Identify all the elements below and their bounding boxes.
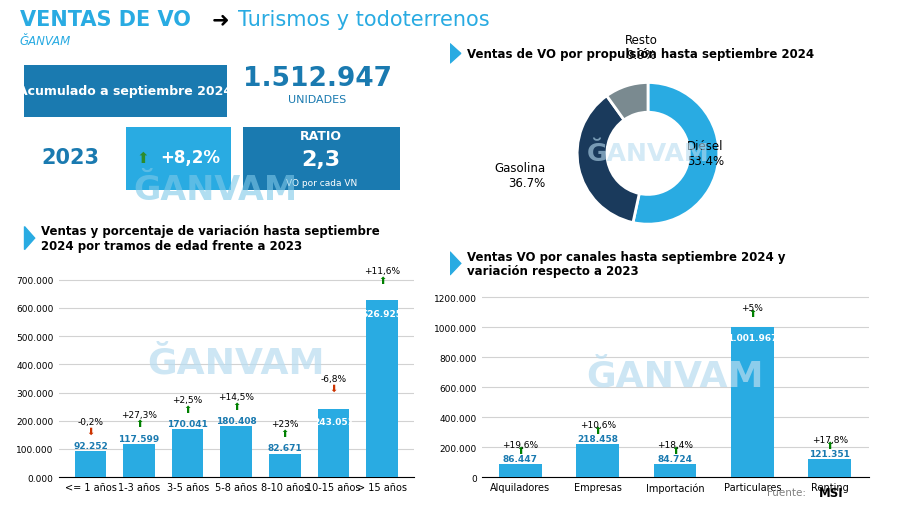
Wedge shape	[577, 96, 639, 223]
Bar	[269, 454, 301, 477]
Wedge shape	[607, 83, 648, 121]
Text: ĞANVAM: ĞANVAM	[20, 35, 71, 48]
Text: 82.671: 82.671	[267, 443, 302, 452]
Text: ĞANVAM: ĞANVAM	[133, 174, 298, 207]
Text: 180.408: 180.408	[216, 416, 256, 425]
Bar	[653, 465, 697, 477]
Text: +17,8%: +17,8%	[812, 435, 848, 444]
Text: 626.925: 626.925	[362, 309, 402, 318]
FancyBboxPatch shape	[23, 66, 228, 118]
Text: ⬆: ⬆	[281, 428, 289, 438]
Text: ⬆: ⬆	[378, 275, 386, 285]
Text: +10,6%: +10,6%	[580, 421, 616, 430]
FancyBboxPatch shape	[125, 128, 231, 190]
Bar	[75, 451, 106, 477]
Text: Ventas VO por canales hasta septiembre 2024 y: Ventas VO por canales hasta septiembre 2…	[467, 250, 786, 263]
Bar	[500, 464, 542, 477]
Text: ⬆: ⬆	[670, 445, 680, 456]
Text: ⬆: ⬆	[135, 419, 143, 429]
Text: 121.351: 121.351	[809, 449, 850, 458]
Text: 218.458: 218.458	[577, 434, 618, 443]
Text: MSI: MSI	[819, 486, 843, 499]
FancyBboxPatch shape	[243, 128, 400, 190]
Text: Ventas de VO por propulsión hasta septiembre 2024: Ventas de VO por propulsión hasta septie…	[467, 48, 814, 61]
Text: -6,8%: -6,8%	[320, 374, 346, 383]
Text: Resto
9.9%: Resto 9.9%	[625, 34, 657, 62]
Bar	[731, 327, 774, 477]
Text: 92.252: 92.252	[73, 441, 108, 450]
Text: +23%: +23%	[271, 420, 299, 429]
Text: ⬆: ⬆	[517, 445, 525, 456]
Text: +27,3%: +27,3%	[122, 410, 158, 419]
Text: 2,3: 2,3	[302, 150, 341, 170]
Text: ⬆: ⬆	[748, 309, 756, 318]
Bar	[576, 444, 619, 477]
Text: VO por cada VN: VO por cada VN	[285, 179, 357, 188]
Text: Acumulado a septiembre 2024: Acumulado a septiembre 2024	[18, 84, 232, 97]
Bar	[220, 426, 252, 477]
Text: RATIO: RATIO	[301, 129, 342, 142]
Text: +19,6%: +19,6%	[502, 440, 538, 449]
Text: ĞANVAM: ĞANVAM	[586, 359, 764, 393]
Text: +14,5%: +14,5%	[218, 392, 254, 401]
Text: 86.447: 86.447	[503, 454, 538, 463]
Text: ⬆: ⬆	[825, 440, 833, 450]
Text: Diésel
53.4%: Diésel 53.4%	[687, 140, 725, 168]
Text: +18,4%: +18,4%	[657, 441, 693, 449]
Text: ➜: ➜	[212, 10, 229, 30]
Text: +8,2%: +8,2%	[160, 149, 220, 167]
FancyBboxPatch shape	[28, 128, 113, 190]
Text: 1.001.967: 1.001.967	[727, 333, 778, 342]
Text: 84.724: 84.724	[658, 454, 692, 464]
Text: -0,2%: -0,2%	[77, 417, 104, 426]
Text: ⬆: ⬆	[232, 401, 240, 411]
Text: Ventas y porcentaje de variación hasta septiembre: Ventas y porcentaje de variación hasta s…	[41, 225, 380, 238]
Text: ⬆: ⬆	[137, 150, 149, 166]
Text: ⬇: ⬇	[329, 383, 338, 393]
Text: variación respecto a 2023: variación respecto a 2023	[467, 265, 639, 278]
Text: ⬆: ⬆	[184, 404, 192, 414]
Text: ĞANVAM: ĞANVAM	[148, 346, 325, 380]
Bar	[366, 300, 398, 477]
Text: +11,6%: +11,6%	[364, 266, 400, 275]
Text: Fuente:: Fuente:	[768, 487, 806, 497]
Polygon shape	[450, 252, 461, 275]
Text: VENTAS DE VO: VENTAS DE VO	[20, 10, 191, 30]
Text: 2024 por tramos de edad frente a 2023: 2024 por tramos de edad frente a 2023	[41, 239, 302, 252]
Text: Turismos y todoterrenos: Turismos y todoterrenos	[238, 10, 490, 30]
Text: +5%: +5%	[742, 304, 763, 313]
Text: +2,5%: +2,5%	[173, 395, 202, 404]
Text: ĞANVAM: ĞANVAM	[587, 142, 709, 166]
Text: UNIDADES: UNIDADES	[288, 95, 346, 105]
Text: 1.512.947: 1.512.947	[243, 66, 392, 91]
Bar	[172, 429, 203, 477]
Wedge shape	[633, 83, 719, 225]
Text: ⬇: ⬇	[86, 426, 94, 436]
Text: 243.051: 243.051	[313, 417, 354, 426]
Polygon shape	[450, 44, 461, 64]
Text: Gasolina
36.7%: Gasolina 36.7%	[494, 161, 545, 189]
Text: 2023: 2023	[41, 148, 100, 168]
Text: 117.599: 117.599	[119, 434, 159, 443]
Bar	[123, 444, 155, 477]
Bar	[808, 459, 850, 477]
Bar	[318, 409, 349, 477]
Text: 170.041: 170.041	[167, 419, 208, 428]
Text: ⬆: ⬆	[594, 426, 602, 436]
Polygon shape	[24, 227, 35, 250]
